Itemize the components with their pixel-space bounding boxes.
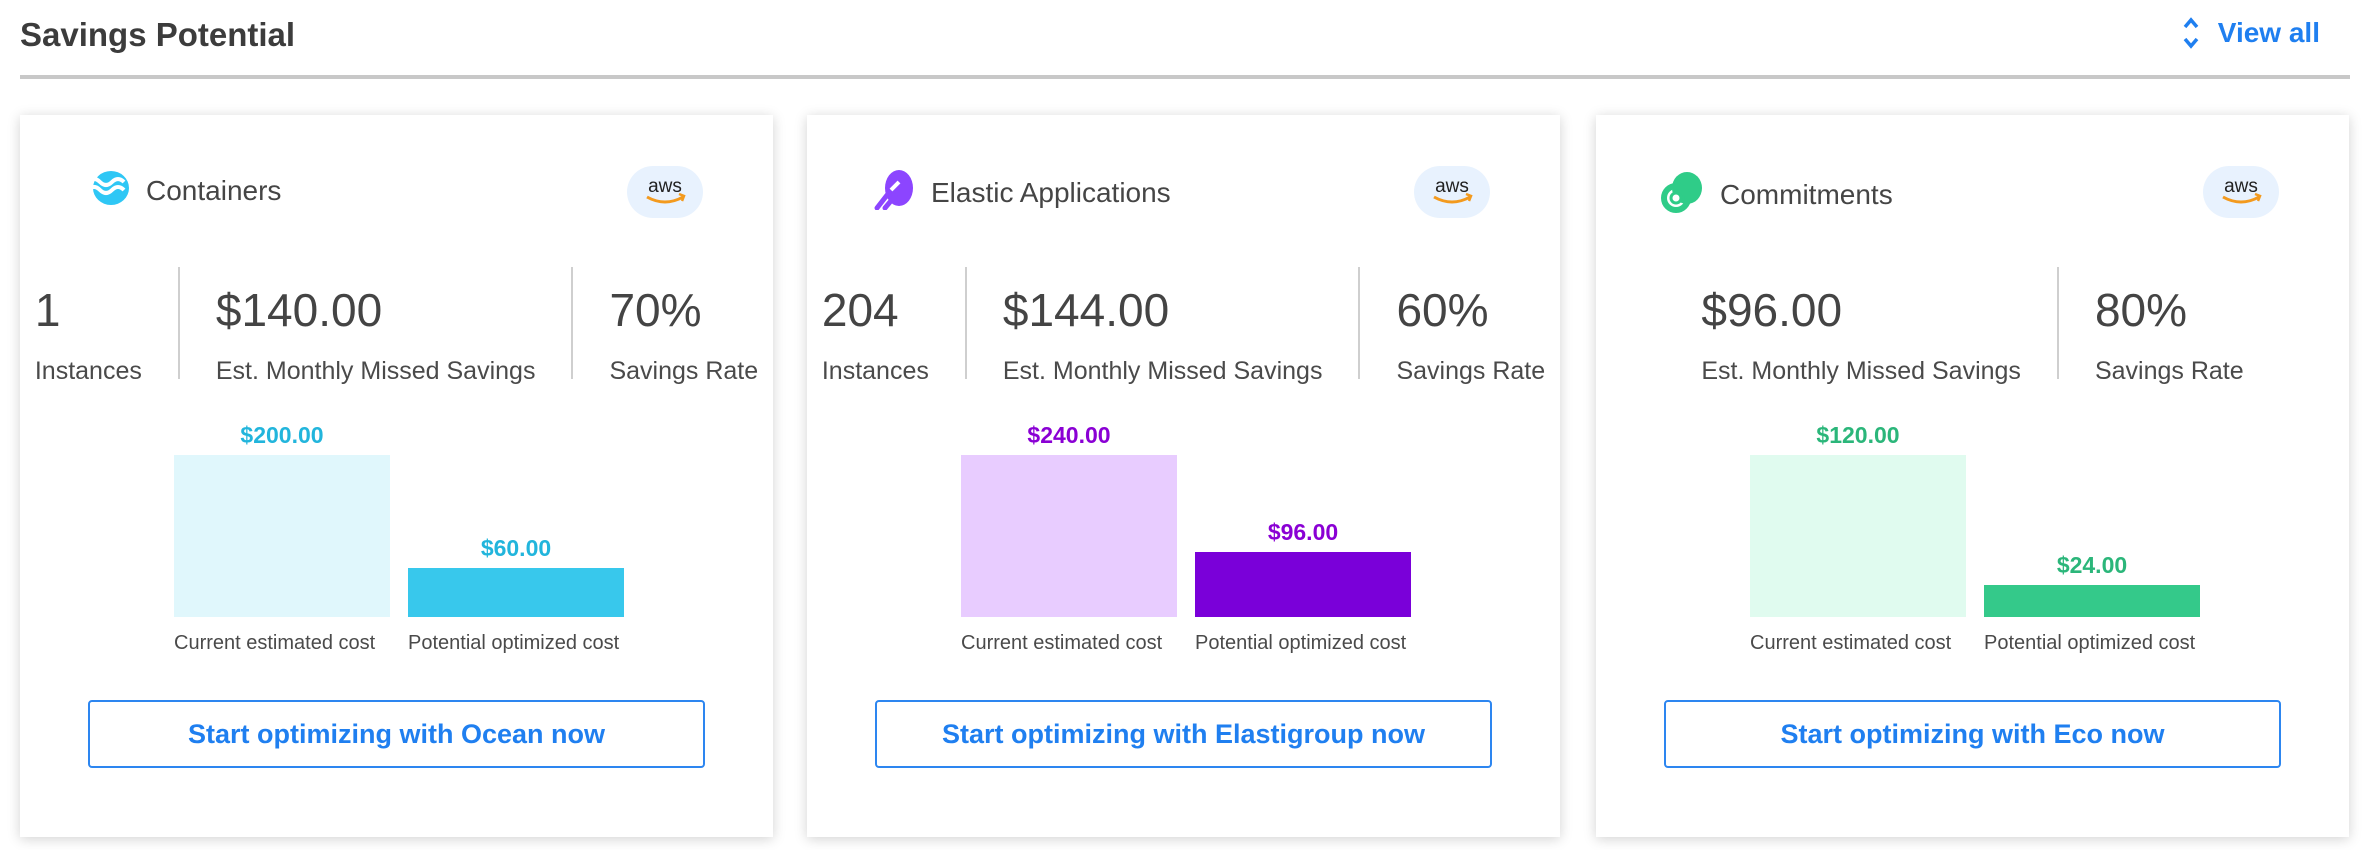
stat-label: Est. Monthly Missed Savings bbox=[215, 357, 536, 385]
bar-category-label: Current estimated cost bbox=[961, 632, 1163, 654]
svg-text:aws: aws bbox=[1435, 176, 1469, 197]
savings-card-commitments: Commitments aws $96.00 Est. Monthly Misse… bbox=[1596, 115, 2349, 837]
ocean-waves-icon bbox=[84, 170, 130, 211]
bar-optimized bbox=[1195, 552, 1411, 617]
bar-category-label: Potential optimized cost bbox=[1195, 632, 1407, 654]
bar-category-label: Current estimated cost bbox=[1750, 632, 1952, 654]
stat: $96.00 Est. Monthly Missed Savings bbox=[1665, 267, 2057, 385]
stat: 60% Savings Rate bbox=[1358, 267, 1581, 385]
bar-value-label: $120.00 bbox=[1816, 422, 1900, 448]
aws-provider-badge: aws bbox=[2203, 166, 2279, 218]
stats-row: $96.00 Est. Monthly Missed Savings 80% Savi… bbox=[1596, 267, 2349, 385]
stat-value: 204 bbox=[821, 284, 899, 336]
stat: 204 Instances bbox=[786, 267, 965, 385]
stats-row: 204 Instances $144.00 Est. Monthly Missed S… bbox=[807, 267, 1560, 385]
view-all-link[interactable]: View all bbox=[2182, 16, 2320, 50]
svg-text:aws: aws bbox=[648, 176, 682, 197]
stat-value: 70% bbox=[609, 284, 702, 336]
aws-provider-badge: aws bbox=[627, 166, 703, 218]
stat-label: Est. Monthly Missed Savings bbox=[1002, 357, 1323, 385]
stat-value: $140.00 bbox=[215, 284, 383, 336]
stat-value: 1 bbox=[34, 284, 61, 336]
card-header: Containers bbox=[84, 170, 281, 211]
stat-value: $96.00 bbox=[1701, 284, 1843, 336]
stat-label: Savings Rate bbox=[1396, 357, 1546, 385]
bar-category-label: Potential optimized cost bbox=[408, 632, 620, 654]
start-optimizing-button[interactable]: Start optimizing with Eco now bbox=[1664, 700, 2281, 768]
bar-value-label: $96.00 bbox=[1267, 519, 1339, 546]
eco-target-icon bbox=[1660, 170, 1704, 219]
cost-bar-chart: $240.00 Current estimated cost $96.00 Po… bbox=[961, 415, 1411, 655]
bar-value-label: $200.00 bbox=[240, 422, 324, 448]
start-optimizing-button[interactable]: Start optimizing with Ocean now bbox=[88, 700, 705, 768]
bar-value-label: $60.00 bbox=[480, 535, 552, 562]
stat-label: Savings Rate bbox=[609, 357, 759, 385]
elastigroup-rocket-icon bbox=[871, 170, 915, 215]
card-header: Elastic Applications bbox=[871, 170, 1171, 215]
savings-card-containers: Containers aws 1 Instances $140.00 Est. Mon… bbox=[20, 115, 773, 837]
bar-optimized bbox=[408, 568, 624, 617]
start-optimizing-button[interactable]: Start optimizing with Elastigroup now bbox=[875, 700, 1492, 768]
stat-label: Instances bbox=[821, 357, 929, 385]
aws-provider-badge: aws bbox=[1414, 166, 1490, 218]
svg-text:aws: aws bbox=[2224, 176, 2258, 197]
bar-value-label: $24.00 bbox=[2056, 551, 2128, 578]
stat-value: 80% bbox=[2094, 284, 2188, 336]
stat: 1 Instances bbox=[0, 267, 178, 385]
view-all-label: View all bbox=[2217, 17, 2320, 48]
cost-bar-chart: $120.00 Current estimated cost $24.00 Po… bbox=[1750, 415, 2200, 655]
bar-current bbox=[1750, 455, 1966, 617]
stat-label: Savings Rate bbox=[2094, 357, 2244, 385]
bar-category-label: Current estimated cost bbox=[174, 632, 376, 654]
bar-current bbox=[961, 455, 1177, 617]
bar-current bbox=[174, 455, 390, 617]
stat-value: 60% bbox=[1396, 284, 1489, 336]
stat: $144.00 Est. Monthly Missed Savings bbox=[964, 267, 1359, 385]
card-title: Commitments bbox=[1720, 178, 1893, 210]
stat-label: Est. Monthly Missed Savings bbox=[1701, 357, 2021, 385]
savings-card-elastic-applications: Elastic Applications aws 204 Instances $14… bbox=[807, 115, 1560, 837]
aws-logo-icon: aws bbox=[2222, 176, 2262, 204]
stat: $140.00 Est. Monthly Missed Savings bbox=[177, 267, 572, 385]
stat: 80% Savings Rate bbox=[2056, 267, 2280, 385]
cost-bar-chart: $200.00 Current estimated cost $60.00 Po… bbox=[174, 415, 624, 655]
card-title: Containers bbox=[146, 174, 282, 206]
aws-logo-icon: aws bbox=[1433, 176, 1473, 204]
bar-optimized bbox=[1984, 584, 2200, 617]
header-divider bbox=[20, 75, 2350, 79]
bar-value-label: $240.00 bbox=[1027, 422, 1111, 448]
card-title: Elastic Applications bbox=[931, 176, 1171, 208]
card-header: Commitments bbox=[1660, 170, 1893, 219]
stat-label: Instances bbox=[34, 357, 142, 385]
expand-collapse-icon bbox=[2183, 17, 2199, 49]
stats-row: 1 Instances $140.00 Est. Monthly Missed Sav… bbox=[20, 267, 773, 385]
bar-category-label: Potential optimized cost bbox=[1984, 632, 2196, 654]
aws-logo-icon: aws bbox=[646, 176, 686, 204]
stat: 70% Savings Rate bbox=[571, 267, 794, 385]
page-title: Savings Potential bbox=[20, 16, 296, 53]
stat-value: $144.00 bbox=[1002, 284, 1170, 336]
